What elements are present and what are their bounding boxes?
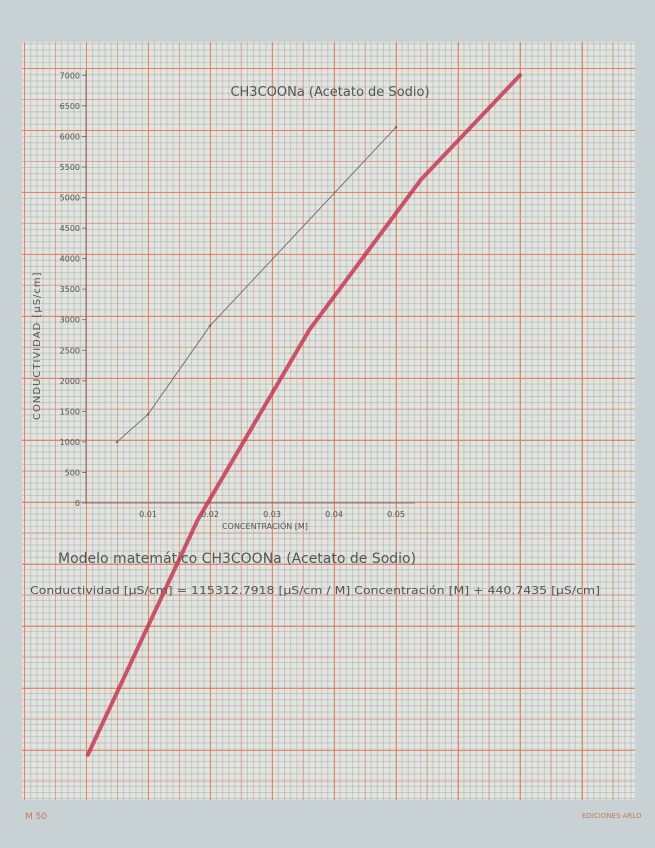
y-tick-label: 2000	[60, 377, 80, 386]
x-tick-label: 0.02	[201, 510, 219, 519]
model-title: Modelo matemático CH3COONa (Acetato de S…	[58, 551, 416, 567]
y-tick-label: 3500	[60, 285, 80, 294]
y-tick-label: 5000	[60, 194, 80, 203]
fitted-line	[85, 73, 522, 757]
data-line	[116, 126, 397, 443]
y-tick-label: 4500	[60, 224, 80, 233]
y-tick-label: 1000	[60, 438, 80, 447]
data-point	[394, 125, 398, 129]
y-tick-label: 1500	[60, 407, 80, 416]
y-axis-label: CONDUCTIVIDAD [µS/cm]	[32, 271, 43, 420]
y-tick-label: 3000	[60, 316, 80, 325]
model-equation: Conductividad [µS/cm] = 115312.7918 [µS/…	[30, 585, 600, 597]
y-tick-label: 500	[65, 468, 80, 477]
brand-logo: EDICIONES ARLO	[582, 812, 642, 820]
x-tick-label: 0.01	[139, 510, 157, 519]
y-tick-label: 7000	[60, 71, 80, 80]
y-tick-label: 4000	[60, 255, 80, 264]
y-tick-label: 2500	[60, 346, 80, 355]
data-point	[146, 413, 150, 416]
y-tick-label: 6500	[60, 102, 80, 111]
y-tick-label: 0	[75, 499, 80, 508]
y-tick-label: 6000	[60, 132, 80, 141]
data-point	[115, 440, 119, 444]
paper-code: M 50	[25, 812, 48, 822]
x-axis-label: CONCENTRACIÓN [M]	[222, 520, 308, 531]
x-tick-label: 0.03	[263, 510, 281, 519]
data-point	[208, 324, 212, 328]
chart-title: CH3COONa (Acetato de Sodio)	[230, 85, 429, 100]
y-tick-label: 5500	[60, 163, 80, 172]
x-tick-label: 0.05	[387, 510, 405, 519]
x-tick-label: 0.04	[325, 510, 343, 519]
